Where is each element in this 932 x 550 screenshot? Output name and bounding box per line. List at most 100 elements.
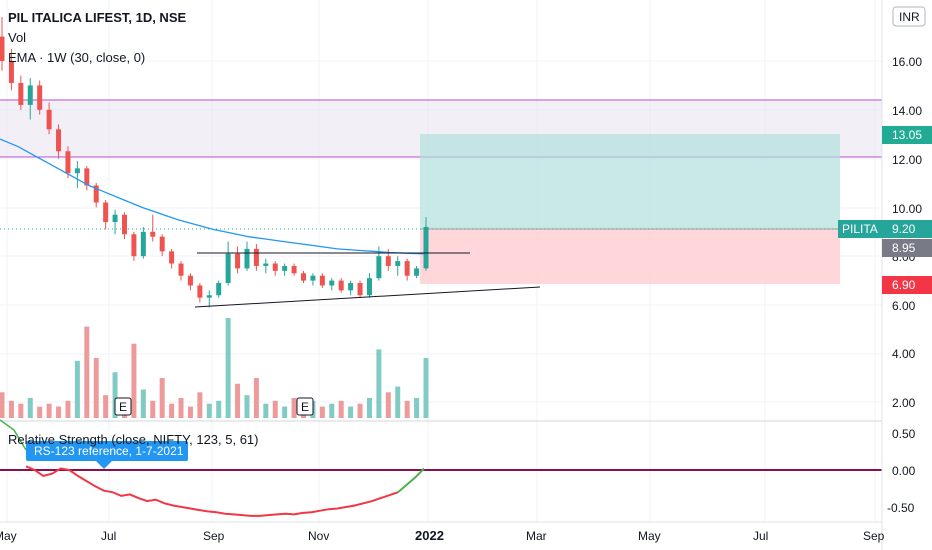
candle-body xyxy=(253,248,259,266)
entry-price-value: 8.95 xyxy=(892,241,916,255)
ema-legend[interactable]: EMA · 1W (30, close, 0) xyxy=(8,50,145,65)
volume-bar xyxy=(376,349,382,418)
volume-bar xyxy=(140,389,146,418)
candle-body xyxy=(150,231,156,237)
entry-price-tag: 8.95 xyxy=(882,239,932,257)
stop-price-tag: 6.90 xyxy=(882,276,932,294)
candle-body xyxy=(244,248,250,269)
volume-bar xyxy=(65,400,71,418)
candle-body xyxy=(0,36,5,61)
earnings-marker-label: E xyxy=(301,400,309,414)
volume-bar xyxy=(18,403,24,418)
volume-bar xyxy=(357,403,363,418)
volume-bar xyxy=(414,398,420,418)
candle-body xyxy=(395,261,401,266)
candle-body xyxy=(404,261,410,276)
time-tick: Jul xyxy=(101,529,116,543)
price-tick: 12.00 xyxy=(892,153,922,167)
volume-bar xyxy=(56,406,62,418)
volume-bar xyxy=(46,403,52,418)
ema-line xyxy=(0,138,427,255)
candle-body xyxy=(329,280,335,286)
candle-body xyxy=(357,283,363,296)
volume-bar xyxy=(112,372,118,418)
volume-bar xyxy=(291,398,297,418)
volume-bar xyxy=(187,406,193,418)
volume-bar xyxy=(0,392,5,418)
price-tick: 6.00 xyxy=(892,299,916,313)
currency-button[interactable]: INR xyxy=(892,6,926,27)
time-tick: May xyxy=(0,529,17,543)
symbol-price-tag: PILITA 9.20 xyxy=(838,220,932,238)
candlesticks xyxy=(0,17,429,308)
candle-body xyxy=(103,202,109,223)
volume-bar xyxy=(159,378,165,418)
candle-body xyxy=(423,226,429,269)
volume-bar xyxy=(178,398,184,418)
candle-body xyxy=(18,82,24,105)
support-trendline[interactable] xyxy=(194,286,541,308)
time-tick: Jul xyxy=(753,529,768,543)
candle-body xyxy=(263,263,269,266)
rs-reference-callout[interactable]: RS-123 reference, 1-7-2021 xyxy=(26,441,188,469)
candle-body xyxy=(178,263,184,276)
rs-reference-label: RS-123 reference, 1-7-2021 xyxy=(34,444,184,458)
time-tick: Mar xyxy=(526,529,547,543)
candle-body xyxy=(8,61,14,83)
chart-title[interactable]: PIL ITALICA LIFEST, 1D, NSE xyxy=(8,10,186,25)
volume-bar xyxy=(263,403,269,418)
volume-bar xyxy=(8,400,14,418)
earnings-marker[interactable]: E xyxy=(114,397,132,416)
candle-body xyxy=(84,168,90,186)
candle-body xyxy=(46,109,52,130)
candle-body xyxy=(282,265,288,271)
candle-body xyxy=(216,283,222,296)
volume-bar xyxy=(74,360,80,418)
volume-bars xyxy=(0,318,429,418)
candle-body xyxy=(225,253,231,284)
rs-tick: 0.00 xyxy=(892,464,916,478)
volume-bar xyxy=(385,392,391,418)
volume-bar xyxy=(423,358,429,418)
position-target-zone xyxy=(420,134,840,229)
candle-body xyxy=(37,85,43,110)
time-tick: May xyxy=(638,529,661,543)
rs-legend[interactable]: Relative Strength (close, NIFTY, 123, 5,… xyxy=(8,432,259,447)
stop-price-value: 6.90 xyxy=(892,278,916,292)
rs-tick: 0.50 xyxy=(892,427,916,441)
candle-body xyxy=(319,275,325,286)
volume-bar xyxy=(244,395,250,418)
symbol-price-value: 9.20 xyxy=(892,222,916,236)
volume-bar xyxy=(366,398,372,418)
candle-body xyxy=(206,295,212,298)
candle-body xyxy=(197,285,203,298)
price-axis[interactable]: 16.00 14.00 12.00 10.00 8.00 6.00 4.00 2… xyxy=(892,55,922,410)
volume-bar xyxy=(282,406,288,418)
chart-legend[interactable]: PIL ITALICA LIFEST, 1D, NSE Vol EMA · 1W… xyxy=(8,10,259,447)
earnings-marker[interactable]: E xyxy=(296,397,314,416)
time-axis[interactable]: May Jul Sep Nov 2022 Mar May Jul Sep xyxy=(0,528,885,543)
candle-body xyxy=(93,185,99,203)
position-stop-zone xyxy=(420,229,840,284)
volume-bar xyxy=(150,400,156,418)
volume-bar xyxy=(37,406,43,418)
rs-line-negative xyxy=(25,465,399,517)
time-tick: 2022 xyxy=(415,528,444,543)
rs-axis[interactable]: 0.50 0.00 -0.50 xyxy=(887,427,916,515)
candle-body xyxy=(235,253,241,269)
candle-body xyxy=(301,273,307,281)
candle-body xyxy=(272,263,278,271)
candle-body xyxy=(169,251,175,264)
volume-bar xyxy=(253,378,259,418)
volume-bar xyxy=(338,400,344,418)
volume-bar xyxy=(235,383,241,418)
candle-body xyxy=(348,283,354,291)
price-tick: 4.00 xyxy=(892,347,916,361)
volume-legend[interactable]: Vol xyxy=(8,30,26,45)
candle-body xyxy=(187,275,193,286)
candle-body xyxy=(159,236,165,252)
volume-bar xyxy=(131,343,137,418)
time-tick: Sep xyxy=(863,529,885,543)
target-price-tag: 13.05 xyxy=(882,126,932,144)
